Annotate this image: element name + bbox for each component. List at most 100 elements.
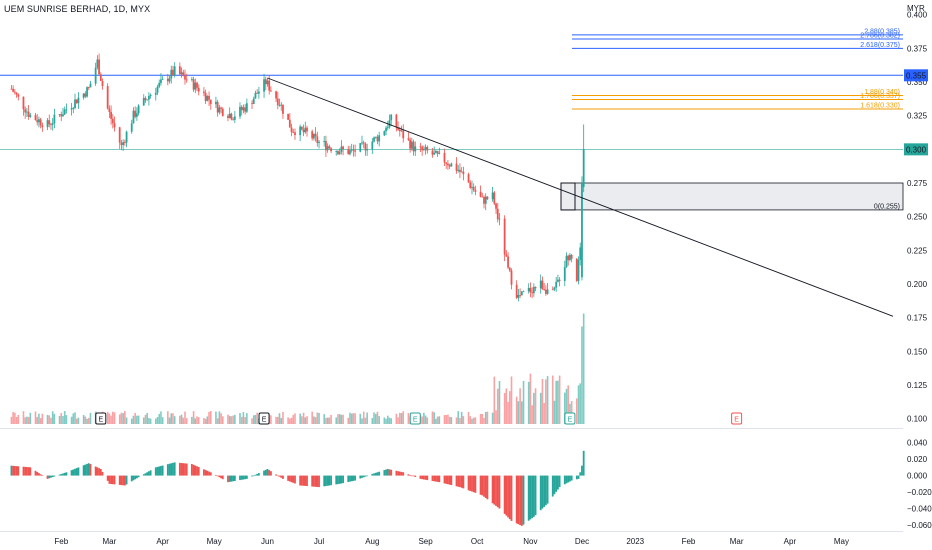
volume-bar [278, 413, 281, 424]
candle-body [101, 80, 104, 87]
volume-bar [170, 413, 173, 424]
momentum-bar [113, 475, 116, 485]
candle-body [41, 125, 44, 128]
momentum-bar [149, 470, 152, 476]
candle-body [386, 127, 389, 129]
candle-body [551, 289, 554, 291]
earnings-marker-label: E [98, 417, 103, 424]
volume-bar [374, 413, 377, 424]
candle-body [448, 165, 451, 167]
volume-bar [576, 398, 578, 424]
momentum-bar [144, 473, 147, 476]
momentum-bar [74, 468, 76, 476]
momentum-bar [122, 475, 125, 486]
price-candles [10, 53, 585, 302]
candle-body [455, 163, 458, 171]
volume-bar [112, 411, 114, 424]
momentum-bar [280, 475, 283, 478]
momentum-bar [232, 475, 235, 482]
candle-body [467, 174, 470, 183]
volume-bar [136, 415, 138, 424]
candle-body [486, 196, 489, 200]
candle-body [245, 103, 248, 112]
volume-bar [251, 418, 253, 424]
candle-body [257, 91, 260, 94]
y-tick-label: 0.400 [907, 11, 928, 20]
candle-body [471, 186, 473, 188]
momentum-bar [135, 475, 138, 479]
candle-body [543, 289, 546, 291]
candle-body [519, 295, 521, 296]
momentum-bar [256, 473, 259, 476]
volume-bar [527, 381, 530, 424]
volume-bar [373, 412, 375, 424]
x-tick-label: Feb [54, 537, 68, 546]
candle-body [350, 149, 353, 151]
candle-body [579, 247, 582, 260]
volume-bar [240, 416, 243, 424]
momentum-bar [491, 475, 494, 504]
candle-body [481, 196, 484, 198]
volume-bar [185, 418, 188, 424]
volume-bar [474, 417, 477, 424]
momentum-bar [436, 475, 439, 482]
momentum-bar [254, 474, 257, 476]
momentum-bar [180, 463, 183, 476]
momentum-bar [118, 475, 121, 485]
y-tick-label: 0.350 [907, 78, 928, 87]
y-tick-label: 0.125 [907, 381, 928, 390]
momentum-bar [323, 475, 326, 487]
earnings-marker [564, 412, 576, 425]
momentum-bar [62, 473, 64, 476]
momentum-bar [302, 475, 305, 486]
volume-bar [493, 376, 496, 424]
momentum-bar [13, 465, 16, 476]
momentum-bar [24, 466, 27, 476]
volume-bar [306, 416, 308, 424]
candle-body [161, 78, 164, 80]
volume-bar [148, 417, 150, 424]
candle-body [216, 101, 219, 113]
momentum-bar [354, 475, 357, 481]
momentum-bar [426, 475, 429, 481]
momentum-bar [373, 473, 375, 476]
volume-bar [486, 411, 489, 424]
candle-body [335, 151, 338, 152]
momentum-bar [543, 475, 546, 507]
candle-body [184, 75, 186, 80]
momentum-bar [98, 468, 100, 476]
momentum-bar [386, 468, 389, 476]
hist-y-tick-label: −0.040 [907, 505, 932, 514]
momentum-bar [407, 474, 410, 476]
momentum-bar [290, 475, 293, 483]
momentum-bar [484, 475, 487, 499]
candle-body [567, 255, 570, 261]
candle-body [337, 151, 339, 155]
volume-bar [215, 411, 217, 424]
volume-bar [347, 417, 350, 424]
volume-bar [276, 416, 279, 424]
candle-body [166, 78, 169, 82]
volume-bar [124, 411, 126, 424]
candle-body [299, 126, 302, 136]
candle-body [495, 203, 497, 209]
momentum-bar [75, 468, 78, 476]
momentum-bar [134, 475, 137, 480]
candle-body [493, 192, 496, 204]
volume-bar [354, 413, 356, 424]
hist-y-tick-label: −0.060 [907, 521, 932, 530]
candle-body [520, 291, 523, 296]
x-tick-label: May [207, 537, 222, 546]
momentum-bar [460, 475, 463, 488]
volume-bar [533, 392, 535, 424]
momentum-bar [316, 475, 319, 487]
momentum-bar [335, 475, 338, 485]
volume-bar [154, 418, 157, 424]
earnings-marker-label: E [262, 417, 267, 424]
momentum-bar [366, 475, 369, 477]
momentum-bar [154, 467, 157, 476]
volume-bar [484, 411, 487, 424]
momentum-bar [26, 467, 28, 476]
momentum-bar [87, 463, 90, 476]
